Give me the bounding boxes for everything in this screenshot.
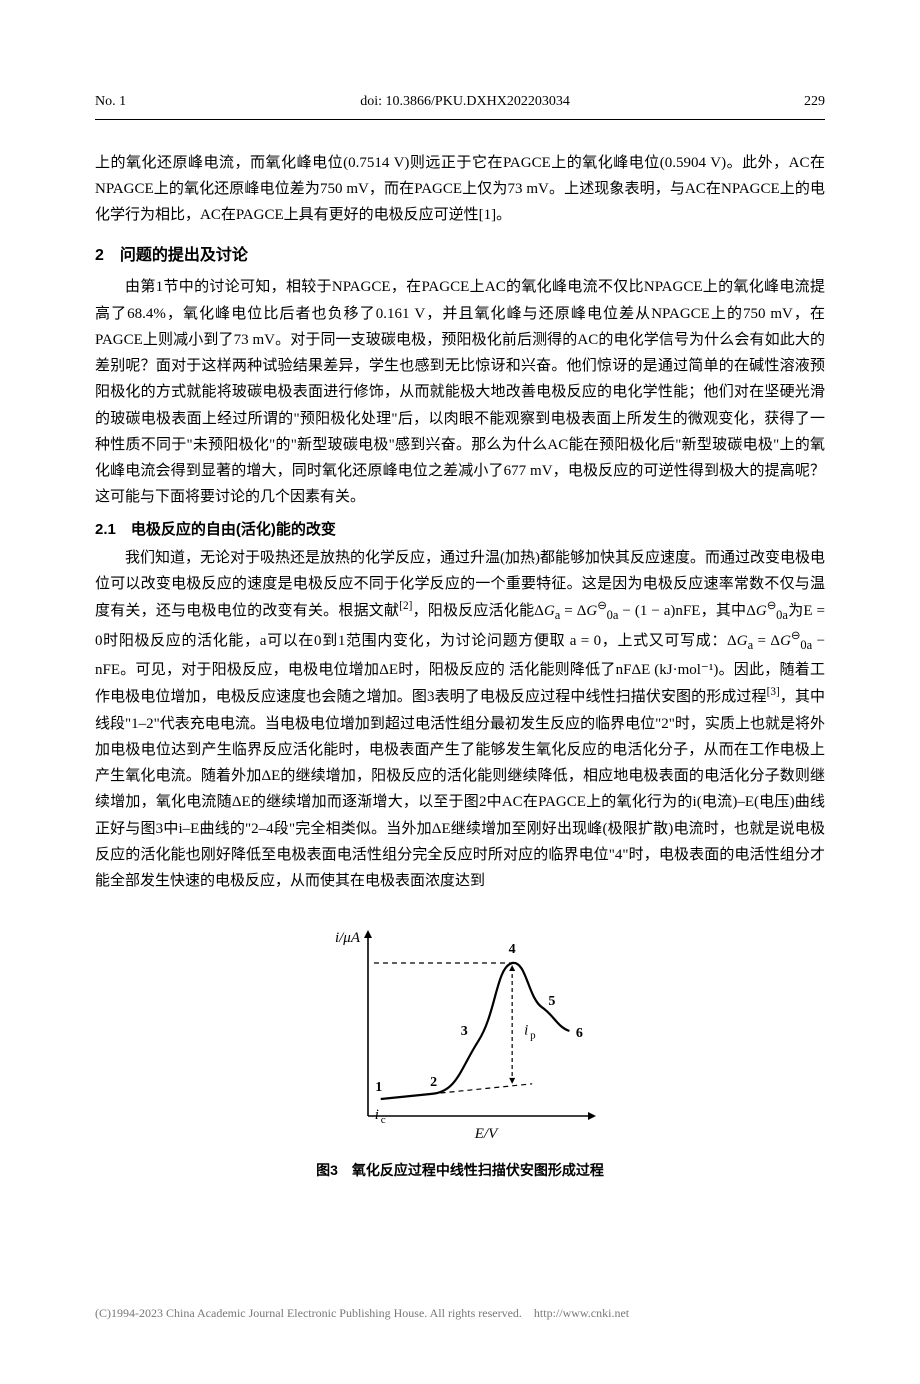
svg-text:E/V: E/V: [474, 1126, 499, 1142]
subsection-2-1-heading: 2.1 电极反应的自由(活化)能的改变: [95, 517, 825, 543]
p3b-text: (1 − a)nFE，其中Δ: [635, 603, 756, 619]
svg-text:2: 2: [430, 1075, 437, 1090]
svg-text:6: 6: [576, 1026, 583, 1041]
eq-ga2: Ga = ΔG⊖0a: [737, 633, 812, 649]
svg-text:p: p: [530, 1030, 536, 1042]
header-issue: No. 1: [95, 90, 126, 115]
svg-text:4: 4: [509, 942, 516, 957]
header-page-number: 229: [804, 90, 825, 115]
p3a-tail: ，阳极反应活化能Δ: [412, 603, 544, 619]
ref-3: [3]: [767, 686, 780, 698]
paragraph-3: 我们知道，无论对于吸热还是放热的化学反应，通过升温(加热)都能够加快其反应速度。…: [95, 545, 825, 895]
eq-g0a: G⊖0a: [756, 603, 788, 619]
figure-3: i/μAE/Vipic123456 图3 氧化反应过程中线性扫描伏安图形成过程: [95, 922, 825, 1183]
ref-2: [2]: [399, 600, 412, 612]
figure-3-caption: 图3 氧化反应过程中线性扫描伏安图形成过程: [95, 1158, 825, 1183]
paragraph-2: 由第1节中的讨论可知，相较于NPAGCE，在PAGCE上AC的氧化峰电流不仅比N…: [95, 274, 825, 510]
section-2-heading: 2 问题的提出及讨论: [95, 242, 825, 270]
svg-text:i/μA: i/μA: [335, 930, 361, 946]
page-header: No. 1 doi: 10.3866/PKU.DXHX202203034 229: [95, 90, 825, 120]
svg-text:i: i: [375, 1107, 379, 1123]
svg-text:1: 1: [375, 1080, 382, 1095]
svg-text:3: 3: [461, 1024, 468, 1039]
eq-ga: Ga = ΔG⊖0a −: [544, 603, 635, 619]
svg-text:5: 5: [548, 994, 555, 1009]
header-doi: doi: 10.3866/PKU.DXHX202203034: [360, 90, 570, 115]
p3c-text: a = 0，上式又可写成：Δ: [570, 633, 737, 649]
copyright-footer: (C)1994-2023 China Academic Journal Elec…: [95, 1303, 825, 1324]
paragraph-continuation: 上的氧化还原峰电流，而氧化峰电位(0.7514 V)则远正于它在PAGCE上的氧…: [95, 150, 825, 229]
svg-text:c: c: [381, 1114, 386, 1126]
p3d-tail: ，其中线段"1–2"代表充电电流。当电极电位增加到超过电活性组分最初发生反应的临…: [95, 689, 825, 889]
svg-text:i: i: [524, 1023, 528, 1039]
voltammogram-chart: i/μAE/Vipic123456: [320, 922, 600, 1152]
